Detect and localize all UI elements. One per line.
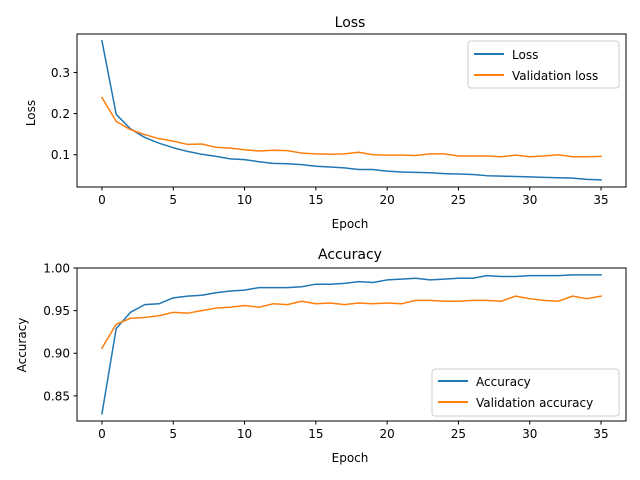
loss-legend-box [467, 40, 620, 89]
accuracy-x-tick-label: 5 [169, 427, 177, 441]
loss-y-tick-label: 0.3 [51, 66, 70, 80]
accuracy-x-tick-label: 30 [522, 427, 537, 441]
accuracy-y-tick-label: 0.90 [43, 347, 70, 361]
loss-series-line-validation-loss [100, 96, 602, 158]
accuracy-x-tick-label: 20 [380, 427, 395, 441]
accuracy-legend-label-accuracy: Accuracy [476, 375, 531, 389]
loss-x-tick-label: 30 [522, 193, 537, 207]
accuracy-x-axis-label: Epoch [332, 451, 369, 465]
loss-x-tick-label: 10 [237, 193, 252, 207]
loss-x-tick-label: 5 [169, 193, 177, 207]
loss-legend-label-validation-loss: Validation loss [512, 69, 598, 83]
loss-legend: Loss Validation loss [467, 40, 620, 89]
accuracy-series-lines [100, 274, 602, 415]
accuracy-x-tick-label: 0 [98, 427, 106, 441]
accuracy-x-tick-label: 25 [451, 427, 466, 441]
loss-y-tick-label: 0.1 [51, 148, 70, 162]
loss-series-lines [100, 39, 602, 181]
loss-x-tick-label: 15 [308, 193, 323, 207]
accuracy-legend: Accuracy Validation accuracy [431, 368, 620, 417]
loss-chart-title: Loss [335, 15, 366, 31]
accuracy-series-line-validation-accuracy [100, 295, 602, 350]
accuracy-legend-box [431, 368, 620, 417]
accuracy-x-ticks: 0 5 10 15 20 25 30 35 [98, 421, 609, 441]
loss-y-axis-label: Loss [24, 100, 38, 126]
accuracy-y-tick-label: 0.85 [43, 389, 70, 403]
loss-y-ticks: 0.1 0.2 0.3 [51, 66, 77, 162]
accuracy-series-line-accuracy [101, 274, 602, 415]
accuracy-axes-frame [76, 267, 627, 422]
loss-x-axis-label: Epoch [332, 217, 369, 231]
accuracy-y-axis-label: Accuracy [15, 318, 29, 373]
loss-x-tick-label: 20 [380, 193, 395, 207]
loss-x-ticks: 0 5 10 15 20 25 30 35 [98, 187, 609, 207]
accuracy-x-tick-label: 10 [237, 427, 252, 441]
accuracy-x-tick-label: 15 [308, 427, 323, 441]
loss-series-line-loss [101, 39, 602, 181]
loss-legend-label-loss: Loss [512, 48, 538, 62]
loss-x-tick-label: 35 [593, 193, 608, 207]
accuracy-x-tick-label: 35 [593, 427, 608, 441]
loss-axes-frame [76, 33, 627, 188]
loss-subplot: Loss Epoch Loss 0 5 10 15 20 25 30 35 0.1 0.2 0.3… [24, 15, 627, 231]
accuracy-y-tick-label: 1.00 [43, 262, 70, 276]
loss-x-tick-label: 25 [451, 193, 466, 207]
accuracy-subplot: Accuracy Epoch Accuracy 0 5 10 15 20 25 30 35 0… [15, 247, 627, 465]
accuracy-y-tick-label: 0.95 [43, 304, 70, 318]
accuracy-y-ticks: 0.85 0.90 0.95 1.00 [43, 262, 77, 403]
accuracy-chart-title: Accuracy [318, 247, 382, 263]
accuracy-legend-label-validation-accuracy: Validation accuracy [476, 396, 593, 410]
loss-x-tick-label: 0 [98, 193, 106, 207]
loss-y-tick-label: 0.2 [51, 107, 70, 121]
